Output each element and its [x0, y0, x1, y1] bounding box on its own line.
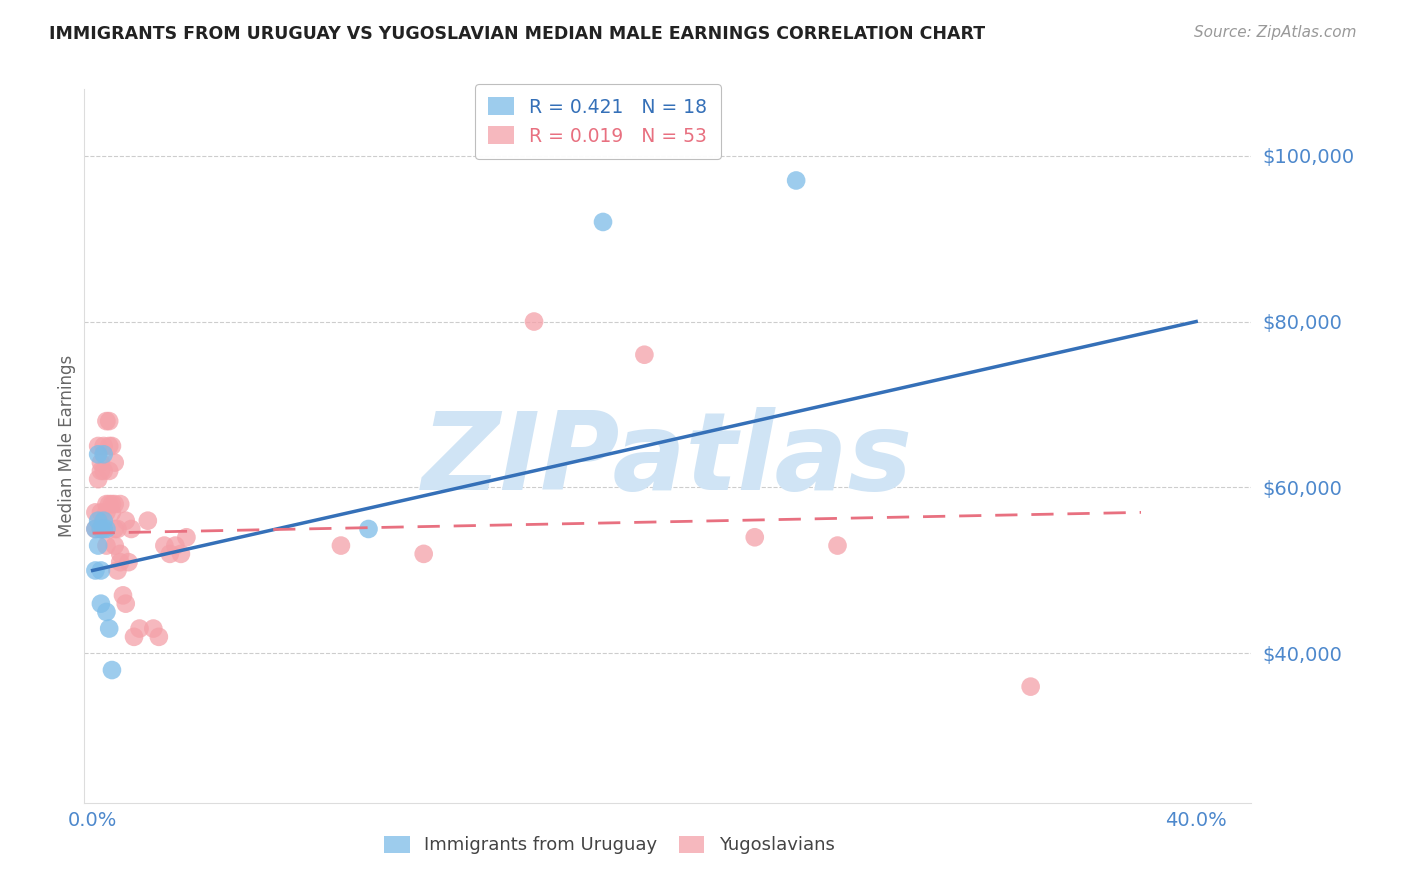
Point	[122, 630, 145, 644]
Point	[101, 505, 124, 519]
Point	[165, 539, 187, 553]
Point	[98, 464, 121, 478]
Point	[90, 522, 112, 536]
Point	[107, 522, 129, 536]
Point	[107, 564, 129, 578]
Point	[104, 497, 127, 511]
Point	[110, 555, 132, 569]
Point	[98, 414, 121, 428]
Point	[96, 497, 118, 511]
Point	[98, 497, 121, 511]
Point	[93, 464, 115, 478]
Point	[744, 530, 766, 544]
Point	[87, 539, 110, 553]
Point	[84, 505, 107, 519]
Point	[87, 472, 110, 486]
Point	[93, 522, 115, 536]
Point	[87, 439, 110, 453]
Point	[142, 622, 165, 636]
Point	[104, 456, 127, 470]
Point	[84, 522, 107, 536]
Point	[96, 505, 118, 519]
Point	[176, 530, 198, 544]
Point	[827, 539, 849, 553]
Point	[523, 314, 546, 328]
Point	[101, 663, 124, 677]
Point	[104, 539, 127, 553]
Point	[128, 622, 150, 636]
Point	[90, 456, 112, 470]
Point	[93, 439, 115, 453]
Point	[104, 522, 127, 536]
Text: ZIPatlas: ZIPatlas	[422, 408, 914, 513]
Point	[84, 522, 107, 536]
Point	[159, 547, 181, 561]
Point	[98, 622, 121, 636]
Point	[87, 514, 110, 528]
Point	[592, 215, 614, 229]
Text: Source: ZipAtlas.com: Source: ZipAtlas.com	[1194, 25, 1357, 40]
Point	[90, 597, 112, 611]
Point	[114, 514, 136, 528]
Point	[93, 447, 115, 461]
Point	[93, 514, 115, 528]
Point	[329, 539, 352, 553]
Y-axis label: Median Male Earnings: Median Male Earnings	[58, 355, 76, 537]
Point	[84, 564, 107, 578]
Point	[96, 522, 118, 536]
Point	[412, 547, 434, 561]
Point	[90, 522, 112, 536]
Point	[87, 447, 110, 461]
Point	[96, 539, 118, 553]
Point	[90, 564, 112, 578]
Point	[90, 505, 112, 519]
Point	[136, 514, 159, 528]
Point	[96, 605, 118, 619]
Point	[633, 348, 655, 362]
Point	[101, 497, 124, 511]
Point	[96, 414, 118, 428]
Point	[90, 464, 112, 478]
Point	[153, 539, 176, 553]
Text: IMMIGRANTS FROM URUGUAY VS YUGOSLAVIAN MEDIAN MALE EARNINGS CORRELATION CHART: IMMIGRANTS FROM URUGUAY VS YUGOSLAVIAN M…	[49, 25, 986, 43]
Point	[117, 555, 139, 569]
Point	[101, 439, 124, 453]
Point	[110, 497, 132, 511]
Point	[148, 630, 170, 644]
Point	[785, 173, 807, 187]
Point	[120, 522, 142, 536]
Point	[114, 597, 136, 611]
Point	[1019, 680, 1042, 694]
Point	[111, 588, 134, 602]
Point	[170, 547, 193, 561]
Point	[98, 439, 121, 453]
Legend: Immigrants from Uruguay, Yugoslavians: Immigrants from Uruguay, Yugoslavians	[377, 829, 842, 862]
Point	[110, 547, 132, 561]
Point	[90, 522, 112, 536]
Point	[357, 522, 380, 536]
